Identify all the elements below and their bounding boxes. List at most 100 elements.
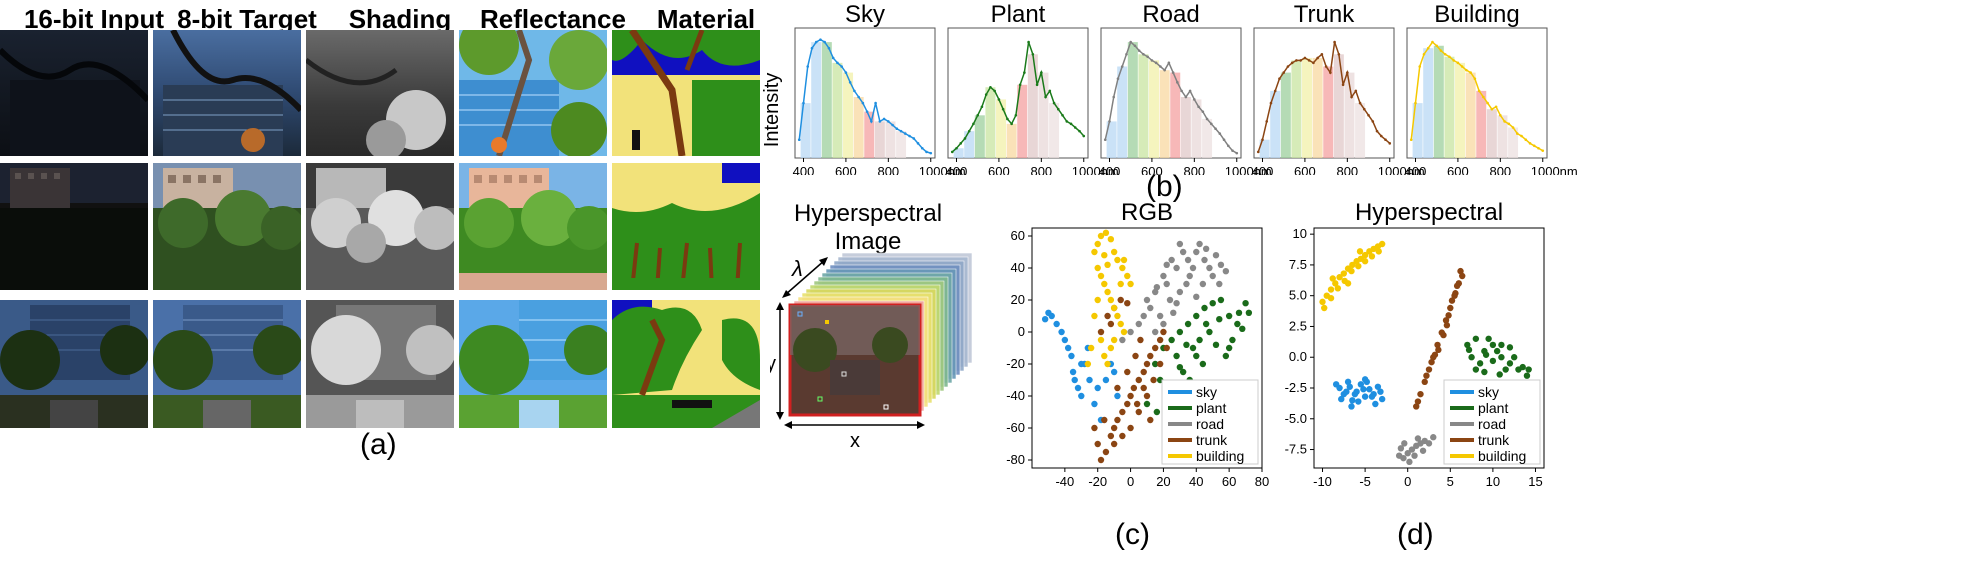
point-trunk <box>1143 392 1151 400</box>
point-road <box>1135 320 1142 328</box>
spectrum-point <box>806 65 810 68</box>
spectrum-band-bar <box>896 131 907 158</box>
point-building <box>1319 298 1326 306</box>
hyperspectral-scatter-chart: Hyperspectral -10 -5 0 5 10 15 10 7.5 5.0 2.5 0.0 -2… <box>1285 199 1545 489</box>
point-road <box>1166 296 1174 304</box>
point-road <box>1430 434 1437 441</box>
legend-label: plant <box>1478 400 1508 416</box>
caption-a: (a) <box>360 428 397 461</box>
spectrum-band-bar <box>864 111 875 158</box>
spectrum-band-bar <box>1302 57 1313 158</box>
svg-text:λ: λ <box>791 256 803 281</box>
spectrum-point <box>920 146 924 150</box>
spectrum-title: Trunk <box>1294 1 1355 28</box>
point-plant <box>1245 309 1253 316</box>
spectrum-band-bar <box>1117 66 1128 158</box>
spectrum-title: Building <box>1434 1 1519 28</box>
point-trunk <box>1457 267 1464 275</box>
spectrum-point <box>972 122 975 126</box>
spectrum-point <box>1426 46 1430 50</box>
point-road <box>1127 328 1134 336</box>
point-trunk <box>1413 403 1420 410</box>
x-tick-label: 20 <box>1156 474 1170 489</box>
point-sky <box>1064 344 1072 352</box>
spectrum-point <box>831 56 835 60</box>
spectrum-point <box>1057 107 1060 111</box>
spectrum-point <box>1435 44 1438 48</box>
spectrum-point <box>1014 114 1018 117</box>
legend-label: plant <box>1196 400 1226 416</box>
point-plant <box>1468 354 1475 361</box>
point-sky <box>1086 376 1093 384</box>
point-building <box>1114 256 1121 264</box>
cube-title-line2: Image <box>834 228 902 255</box>
point-plant <box>1482 351 1490 358</box>
spectrum-point <box>1218 132 1222 135</box>
point-building <box>1120 256 1128 264</box>
point-sky <box>1378 395 1386 403</box>
spectrum-tick-label: 400 <box>793 164 815 175</box>
spectrum-point <box>857 95 860 99</box>
spectrum-point <box>980 105 984 109</box>
caption-d: (d) <box>1397 518 1434 551</box>
spectrum-point <box>1226 144 1230 148</box>
spectrum-point <box>1324 65 1328 68</box>
point-trunk <box>1124 300 1131 307</box>
spectrum-point <box>891 123 894 127</box>
series-road <box>1395 434 1437 466</box>
point-sky <box>1041 316 1049 323</box>
spectrum-plant: Plant 400 600 800 1000nm <box>946 1 1119 175</box>
legend-label: road <box>1196 416 1224 432</box>
point-road <box>1184 256 1192 264</box>
spectrum-title: Sky <box>845 1 885 28</box>
spectrum-tick-label: 600 <box>1141 164 1163 175</box>
point-trunk <box>1428 358 1435 366</box>
point-road <box>1153 284 1161 291</box>
point-road <box>1183 280 1190 288</box>
point-building <box>1091 248 1098 256</box>
spectrum-point <box>1018 83 1022 87</box>
point-plant <box>1506 360 1514 367</box>
point-plant <box>1496 371 1503 378</box>
point-road <box>1160 272 1167 280</box>
spectrum-point <box>1295 59 1298 62</box>
point-trunk <box>1442 317 1450 324</box>
spectrum-band-bar <box>811 42 822 158</box>
point-building <box>1087 344 1095 352</box>
spectrum-point <box>1069 122 1073 126</box>
image-target-3 <box>153 300 301 428</box>
spectrum-point <box>1031 53 1035 56</box>
point-trunk <box>1137 336 1144 344</box>
spectrum-point <box>959 142 963 145</box>
spectrum-point <box>1146 55 1149 59</box>
point-building <box>1097 336 1105 344</box>
legend-label: building <box>1478 448 1526 464</box>
spectrum-point <box>1448 55 1451 59</box>
spectrum-point <box>1507 122 1511 126</box>
point-trunk <box>1453 282 1461 290</box>
spectrum-point <box>1337 53 1341 56</box>
spectrum-point <box>1201 110 1205 113</box>
point-sky <box>1361 393 1369 400</box>
point-trunk <box>1147 416 1154 424</box>
point-trunk <box>1440 331 1447 339</box>
spectrum-point <box>1040 71 1043 74</box>
spectrum-point <box>1205 117 1209 121</box>
series-sky <box>1332 376 1386 410</box>
point-road <box>1143 296 1151 304</box>
spectrum-point <box>1320 53 1324 56</box>
point-plant <box>1234 320 1241 328</box>
spectrum-band-bar <box>964 131 975 158</box>
point-road <box>1401 440 1408 447</box>
spectrum-tick-label: 800 <box>1030 164 1052 175</box>
point-building <box>1375 248 1382 255</box>
y-tick-label: 5.0 <box>1289 288 1307 303</box>
point-trunk <box>1127 424 1134 432</box>
spectrum-point <box>1316 56 1319 60</box>
spectrum-point <box>895 127 899 131</box>
spectrum-band-bar <box>1191 99 1202 158</box>
point-building <box>1329 275 1336 282</box>
point-road <box>1173 300 1180 307</box>
x-tick-label: 10 <box>1486 474 1500 489</box>
spectrum-point <box>1520 134 1523 138</box>
